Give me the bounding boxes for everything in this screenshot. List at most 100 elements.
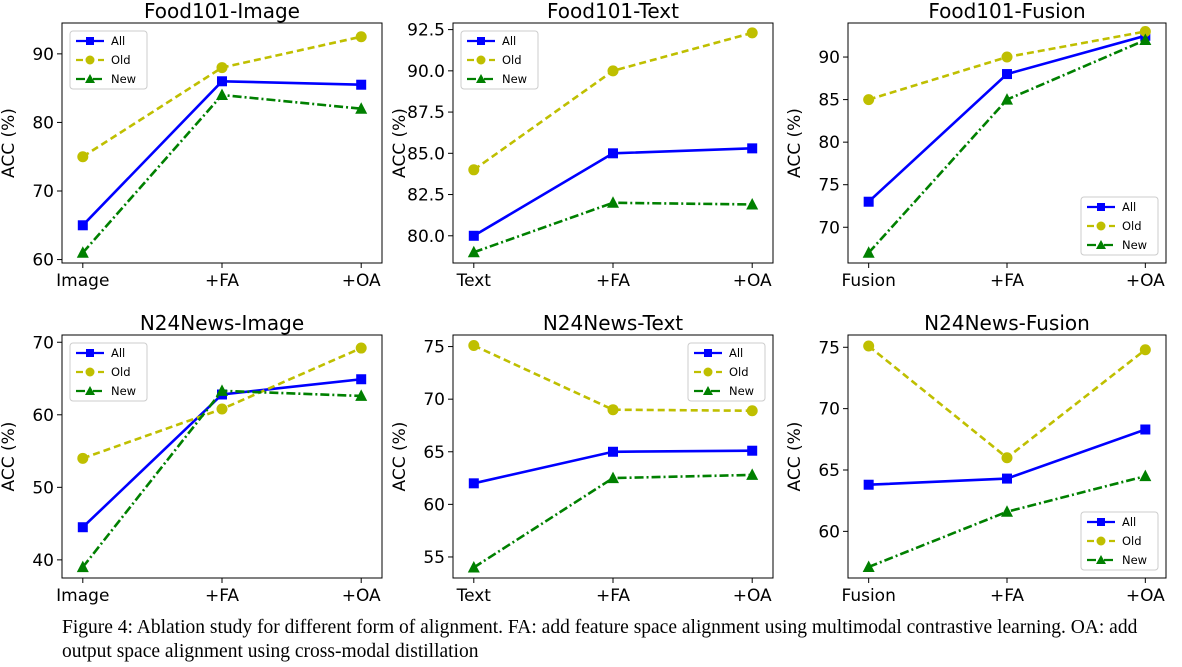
plot-frame (847, 334, 1167, 579)
chart-panel: Food101-Image ACC (%) 60 70 80 90 Image +FA +OA A… (0, 0, 383, 291)
y-tick-label: 85 (818, 91, 840, 111)
y-tick-label: 60 (32, 406, 54, 426)
data-point (607, 404, 619, 416)
series-line (867, 345, 1147, 460)
y-tick-label: 40 (32, 551, 54, 571)
data-point (746, 405, 758, 417)
x-tick-label: +FA (990, 586, 1024, 606)
legend-label: Old (502, 53, 522, 67)
legend-label: Old (111, 53, 131, 67)
x-tick-label: Text (456, 271, 492, 291)
legend-label: Old (111, 365, 131, 379)
y-tick-label: 80 (32, 113, 54, 133)
y-tick-label: 75 (818, 338, 840, 358)
y-tick-label: 70 (818, 400, 840, 420)
legend-label: All (111, 346, 125, 360)
data-point (1002, 69, 1012, 80)
plot-frame (61, 22, 383, 264)
data-point (77, 452, 89, 464)
data-point (468, 340, 480, 352)
legend-marker (1097, 203, 1105, 211)
y-tick-label: 60 (423, 495, 445, 515)
legend-marker (85, 55, 95, 65)
data-point (217, 76, 227, 87)
data-point (77, 220, 88, 231)
legend-label: New (1122, 238, 1147, 252)
data-point (468, 230, 479, 241)
data-point (467, 560, 480, 573)
data-point (77, 151, 89, 163)
x-tick-label: +OA (733, 271, 772, 291)
data-point (356, 79, 367, 90)
data-point (467, 245, 480, 258)
legend: All Old New (1080, 196, 1159, 256)
y-tick-label: 82.5 (407, 186, 445, 206)
y-tick-label: 85.0 (407, 144, 445, 164)
chart-panel: N24News-Fusion ACC (%) 60 65 70 75 Fusion +FA +O… (785, 311, 1167, 606)
data-point (1001, 51, 1013, 63)
data-point (216, 384, 228, 396)
x-tick-label: +OA (1126, 271, 1165, 291)
legend: All Old New (460, 30, 539, 90)
data-point (216, 62, 228, 74)
data-point (1002, 473, 1012, 484)
x-tick-label: +OA (342, 586, 381, 606)
data-point (1139, 26, 1151, 38)
series-line (473, 344, 753, 413)
x-tick-label: Fusion (841, 586, 895, 606)
data-point (1001, 452, 1013, 464)
series-line (81, 389, 362, 568)
y-tick-label: 70 (423, 390, 445, 410)
chart-panel: Food101-Fusion ACC (%) 70 75 80 85 90 Fusion +FA… (785, 0, 1167, 291)
chart-title: N24News-Fusion (924, 311, 1090, 335)
data-point (607, 471, 619, 484)
data-point (746, 197, 759, 210)
data-point (1139, 33, 1152, 46)
legend-marker (86, 37, 94, 45)
data-point (355, 31, 367, 43)
y-axis-label: ACC (%) (390, 422, 410, 492)
x-tick-label: Text (456, 586, 492, 606)
chart-panel: N24News-Text ACC (%) 55 60 65 70 75 Text +FA +OA A… (390, 311, 774, 606)
data-point (216, 88, 228, 100)
chart-panel: N24News-Image ACC (%) 40 50 60 70 Image +FA +OA A… (0, 311, 383, 606)
legend-marker (703, 386, 713, 395)
x-tick-label: +OA (1126, 586, 1165, 606)
y-axis-label: ACC (%) (785, 108, 805, 178)
legend-marker (1096, 536, 1106, 546)
data-point (608, 446, 618, 457)
y-axis-label: ACC (%) (390, 108, 410, 178)
legend-label: New (111, 72, 136, 86)
data-point (607, 196, 619, 208)
data-point (355, 342, 367, 354)
legend-marker (85, 386, 95, 395)
legend-box (69, 30, 148, 90)
legend-marker (703, 367, 713, 377)
legend-marker (476, 74, 486, 83)
legend: All Old New (69, 342, 148, 402)
legend-label: New (111, 384, 136, 398)
legend-box (1080, 196, 1159, 256)
y-tick-label: 70 (32, 333, 54, 353)
chart-title: Food101-Image (144, 0, 300, 23)
y-tick-label: 75 (423, 338, 445, 358)
y-tick-label: 55 (423, 548, 445, 568)
y-tick-label: 90 (818, 48, 840, 68)
data-point (1001, 93, 1013, 105)
y-axis-label: ACC (%) (0, 108, 19, 178)
legend-marker (704, 349, 712, 357)
y-axis-label: ACC (%) (785, 422, 805, 492)
y-tick-label: 87.5 (407, 103, 445, 123)
legend: All Old New (69, 30, 148, 90)
data-point (1139, 344, 1151, 356)
data-point (355, 389, 368, 401)
x-tick-label: +FA (990, 271, 1024, 291)
data-point (863, 94, 875, 106)
x-tick-label: Image (56, 586, 109, 606)
legend-marker (85, 367, 95, 377)
y-tick-label: 50 (32, 478, 54, 498)
y-tick-label: 92.5 (407, 21, 445, 41)
data-point (76, 560, 89, 573)
y-tick-label: 75 (818, 176, 840, 196)
